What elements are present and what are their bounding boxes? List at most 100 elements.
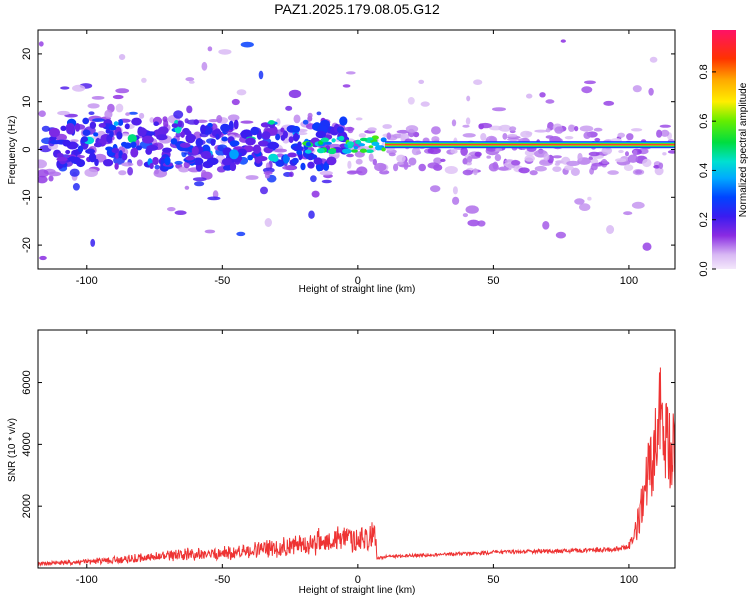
spectrogram-cell	[511, 160, 521, 166]
spectrogram-cell	[68, 156, 77, 162]
y-tick-label: 4000	[21, 432, 33, 456]
colorbar-label: Normalized spectral amplitude	[738, 82, 749, 217]
spectrogram-cell	[593, 127, 603, 132]
spectrogram-cell	[560, 39, 566, 43]
spectrogram-y-axis: -20 -10 0 10 20	[21, 48, 675, 253]
spectrogram-cell	[358, 133, 367, 138]
spectrogram-cell	[667, 150, 675, 154]
colorbar-tick-label: 0.2	[698, 212, 710, 227]
spectrogram-cell	[291, 125, 301, 133]
spectrogram-cell	[39, 255, 47, 261]
spectrogram-cell	[545, 135, 554, 139]
spectrogram-cell	[583, 131, 591, 139]
spectrogram-cell	[38, 41, 44, 47]
spectrogram-cell	[307, 112, 313, 119]
spectrogram-cell	[231, 98, 240, 106]
spectrogram-cell	[92, 118, 106, 122]
spectrogram-cell	[282, 154, 290, 164]
spectrogram-cell	[367, 127, 377, 132]
spectrogram-cell	[584, 80, 596, 85]
spectrogram-cell	[291, 157, 299, 164]
spectrogram-cell	[302, 119, 309, 125]
spectrogram-cell	[170, 138, 178, 145]
spectrogram-cell	[293, 132, 299, 142]
spectrogram-cell	[601, 160, 609, 165]
spectrogram-cell	[268, 153, 279, 162]
spectrogram-cell	[313, 157, 323, 165]
spectrogram-cell	[108, 124, 117, 131]
spectrogram-cell	[56, 157, 68, 162]
spectrogram-cell	[89, 121, 97, 129]
spectrogram-cell	[653, 165, 660, 169]
spectrogram-cell	[245, 137, 256, 146]
spectrogram-cell	[625, 151, 629, 157]
spectrogram-cell	[462, 157, 468, 165]
spectrogram-cell	[492, 107, 506, 112]
spectrogram-cell	[229, 162, 237, 172]
spectrogram-cell	[128, 111, 138, 115]
spectrogram-cell	[518, 167, 530, 174]
snr-background	[38, 330, 675, 568]
spectrogram-cell	[280, 134, 286, 141]
spectrogram-cell	[347, 160, 352, 169]
spectrogram-cell	[84, 168, 98, 177]
spectrogram-cell	[466, 156, 473, 163]
spectrogram-cell	[296, 150, 303, 155]
spectrogram-cell	[444, 166, 458, 174]
spectrogram-cell	[208, 119, 219, 123]
spectrogram-cell	[542, 221, 550, 230]
spectrogram-cell	[91, 96, 105, 100]
snr-y-label: SNR (10 * v/v)	[7, 418, 18, 482]
spectrogram-cell	[587, 196, 592, 201]
spectrogram-cell	[486, 155, 492, 159]
spectrogram-cell	[93, 132, 99, 137]
spectrogram-cell	[38, 175, 48, 184]
spectrogram-cell	[392, 133, 403, 139]
spectrogram-cell	[440, 158, 446, 162]
spectrogram-cell	[221, 136, 228, 142]
spectrogram-cell	[545, 128, 551, 133]
snr-series-line	[38, 367, 675, 567]
spectrogram-cell	[229, 149, 239, 160]
spectrogram-cell	[606, 225, 615, 234]
spectrogram-cell	[623, 164, 634, 172]
spectrogram-cell	[149, 163, 154, 169]
spectrogram-cell	[127, 166, 133, 176]
spectrogram-cell	[374, 162, 387, 172]
spectrogram-cell	[324, 141, 333, 145]
spectrogram-cell	[529, 170, 538, 176]
spectrogram-cell	[534, 129, 548, 133]
spectrogram-cell	[372, 158, 377, 166]
spectrogram-cell	[115, 103, 124, 113]
spectrogram-cell	[275, 133, 281, 141]
spectrogram-cell	[185, 156, 195, 161]
spectrogram-cell	[66, 125, 75, 135]
spectrogram-y-label: Frequency (Hz)	[7, 116, 18, 185]
colorbar-tick-label: 0.8	[698, 64, 710, 79]
spectrogram-cell	[365, 149, 374, 153]
spectrogram-cell	[632, 149, 638, 157]
spectrogram-cell	[371, 141, 380, 146]
spectrogram-cell	[114, 162, 119, 170]
spectrogram-cell	[175, 132, 182, 138]
spectrogram-cell	[113, 121, 119, 126]
spectrogram-cell	[72, 84, 86, 92]
spectrogram-cell	[252, 144, 261, 154]
spectrogram-cell	[631, 201, 645, 209]
spectrogram-cell	[69, 168, 80, 177]
spectrogram-cell	[215, 133, 220, 140]
spectrogram-cell	[555, 231, 567, 239]
spectrogram-cell	[292, 145, 304, 152]
spectrogram-cell	[111, 147, 120, 154]
spectrogram-cell	[315, 130, 326, 139]
colorbar: 0.0 0.2 0.4 0.6 0.8 Normalized spectral ampl…	[698, 30, 749, 277]
spectrogram-cell	[375, 145, 382, 151]
spectrogram-cell	[635, 169, 643, 174]
spectrogram-cell	[152, 157, 159, 165]
spectrogram-cell	[660, 129, 670, 137]
spectrogram-cell	[136, 159, 143, 167]
spectrogram-cell	[88, 111, 95, 115]
spectrogram-cell	[460, 147, 468, 156]
spectrogram-cell	[579, 125, 594, 132]
spectrogram-cell	[574, 198, 585, 205]
